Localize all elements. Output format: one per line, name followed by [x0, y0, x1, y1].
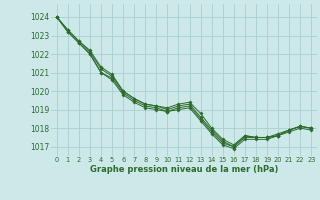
X-axis label: Graphe pression niveau de la mer (hPa): Graphe pression niveau de la mer (hPa) — [90, 165, 278, 174]
